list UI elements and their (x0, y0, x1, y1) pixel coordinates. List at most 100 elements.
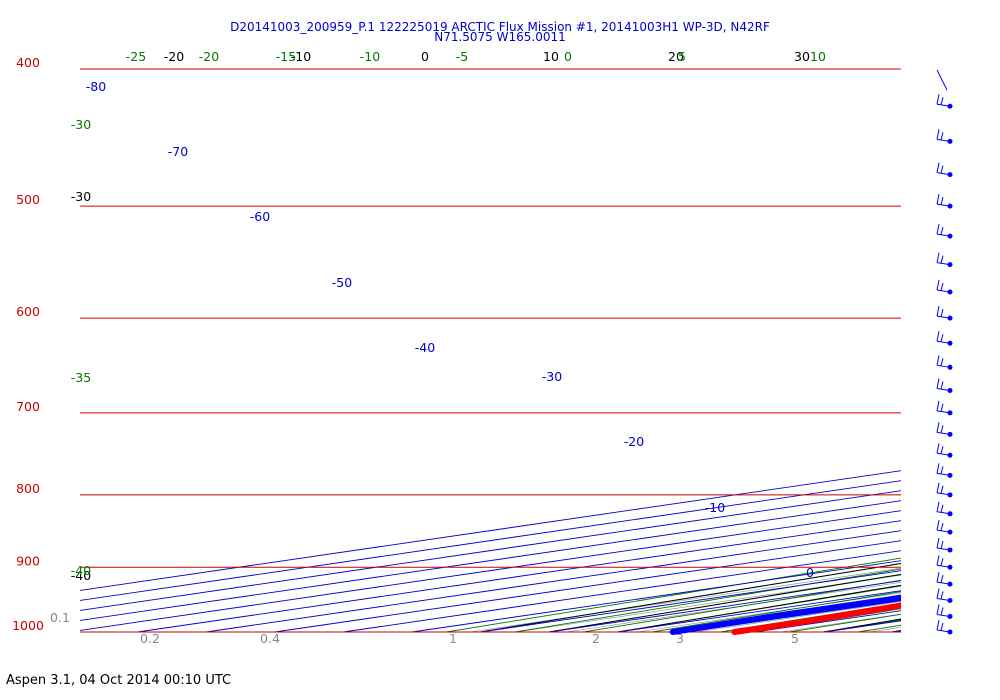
wind-barb-flag (940, 504, 944, 513)
pressure-tick-label: 900 (16, 553, 40, 568)
mixing-ratio-line (516, 574, 901, 633)
wind-barb-flag (940, 358, 944, 366)
wind-barb-flag (936, 400, 940, 411)
isotherm-line (80, 480, 901, 601)
mixing-ratio-line (925, 69, 1000, 632)
wind-barb-flag (940, 334, 944, 342)
isotherm-line (823, 620, 901, 633)
moist-adiabat-label: -25 (126, 49, 146, 64)
wind-barb-flag (936, 306, 940, 317)
wind-barb-flag (936, 378, 940, 389)
wind-barb-dot (947, 472, 953, 478)
isotherm-line (80, 490, 901, 611)
dry-adiabat-label: -10 (291, 49, 311, 64)
isotherm-label: -80 (86, 79, 106, 94)
wind-barb-flag (940, 226, 944, 235)
isotherm-label: -10 (705, 500, 725, 515)
wind-barb-dot (947, 103, 953, 109)
wind-barb-flag (940, 282, 944, 291)
isotherm-line (892, 630, 901, 633)
moist-adiabat-label: -15 (276, 49, 296, 64)
wind-barb-flag (940, 558, 944, 566)
isotherm-label: -30 (542, 369, 562, 384)
moist-adiabat-label: 10 (810, 49, 826, 64)
wind-barb-dot (947, 203, 953, 209)
wind-barb-flag (936, 520, 940, 531)
pressure-tick-label: 600 (16, 304, 40, 319)
moist-adiabat-side-label: -35 (71, 370, 91, 385)
wind-barb-flag (940, 309, 944, 317)
moist-adiabat-line (480, 563, 901, 633)
wind-barb-flag (936, 555, 940, 566)
wind-barb-flag (940, 196, 944, 205)
moist-adiabat-line (617, 585, 901, 633)
wind-barb-flag (940, 97, 944, 105)
dry-adiabat-label: 10 (543, 49, 559, 64)
mixing-ratio-label: 2 (592, 631, 600, 646)
wind-barb-flag (940, 607, 944, 616)
wind-barb-dot (947, 597, 953, 603)
dry-adiabat-label: 20 (668, 49, 684, 64)
wind-barb-flag (936, 223, 940, 235)
wind-barb-dot (947, 138, 953, 144)
moist-adiabat-line (686, 596, 901, 633)
dry-adiabat-line (754, 607, 901, 633)
isotherm-line (549, 580, 901, 633)
mixing-ratio-label: 0.1 (50, 610, 70, 625)
footer-text: Aspen 3.1, 04 Oct 2014 00:10 UTC (6, 673, 232, 688)
wind-barb-dot (947, 452, 953, 458)
isotherm-line (206, 530, 901, 633)
wind-barb-dot (947, 629, 953, 635)
isotherm-line (686, 600, 901, 633)
mixing-ratio-label: 0.2 (140, 631, 160, 646)
wind-barb-flag (940, 425, 944, 434)
moist-adiabat-line (857, 624, 901, 633)
wind-barb-flag (936, 443, 940, 454)
pressure-tick-label: 1000 (12, 618, 44, 633)
wind-barb-flag (940, 466, 944, 475)
isotherm-line (754, 610, 901, 633)
wind-barb-dot (947, 431, 953, 437)
isotherm-line (411, 560, 901, 633)
isotherm-line (80, 510, 901, 631)
wind-barb-dot (947, 529, 953, 535)
wind-barb-flag (936, 463, 940, 474)
wind-barb-flag (940, 622, 944, 631)
pressure-tick-label: 500 (16, 192, 40, 207)
isotherm-line (137, 520, 901, 633)
wind-barb-flag (940, 485, 944, 494)
wind-barb-dot (947, 289, 953, 295)
mixing-ratio-line (696, 601, 901, 633)
moist-adiabat-line (823, 619, 901, 633)
dry-adiabat-label: 30 (794, 49, 810, 64)
mixing-ratio-label: 1 (449, 631, 457, 646)
chart-title: D20141003_200959_P.1 122225019 ARCTIC Fl… (230, 20, 770, 34)
isotherm-label: -50 (332, 275, 352, 290)
wind-barb-dot (947, 364, 953, 370)
wind-barb-dot (947, 262, 953, 268)
wind-barb-flag (936, 162, 940, 173)
wind-barb-flag (940, 574, 944, 583)
mixing-ratio-label: 3 (676, 631, 684, 646)
wind-barb-dot (947, 388, 953, 394)
wind-barbs (936, 69, 953, 635)
isotherm-label: -20 (624, 434, 644, 449)
dry-adiabat-side-label: -40 (71, 568, 91, 583)
wind-barb-flag (936, 252, 940, 263)
wind-barb-flag (940, 132, 944, 140)
dry-adiabat-line (617, 584, 901, 633)
isotherm-label: -40 (415, 340, 435, 355)
wind-barb-flag (936, 571, 940, 583)
wind-barb-flag (940, 446, 944, 454)
isobars (80, 68, 901, 633)
wind-barb-flag (940, 255, 944, 264)
wind-barb-flag (936, 604, 940, 615)
wind-barb-dot (947, 581, 953, 587)
wind-barb-flag (940, 381, 944, 390)
moist-adiabat-side-label: -30 (71, 117, 91, 132)
isotherms (80, 470, 901, 633)
pressure-tick-label: 800 (16, 481, 40, 496)
wind-barb-flag (936, 537, 940, 549)
wind-barb-flag (936, 482, 940, 493)
